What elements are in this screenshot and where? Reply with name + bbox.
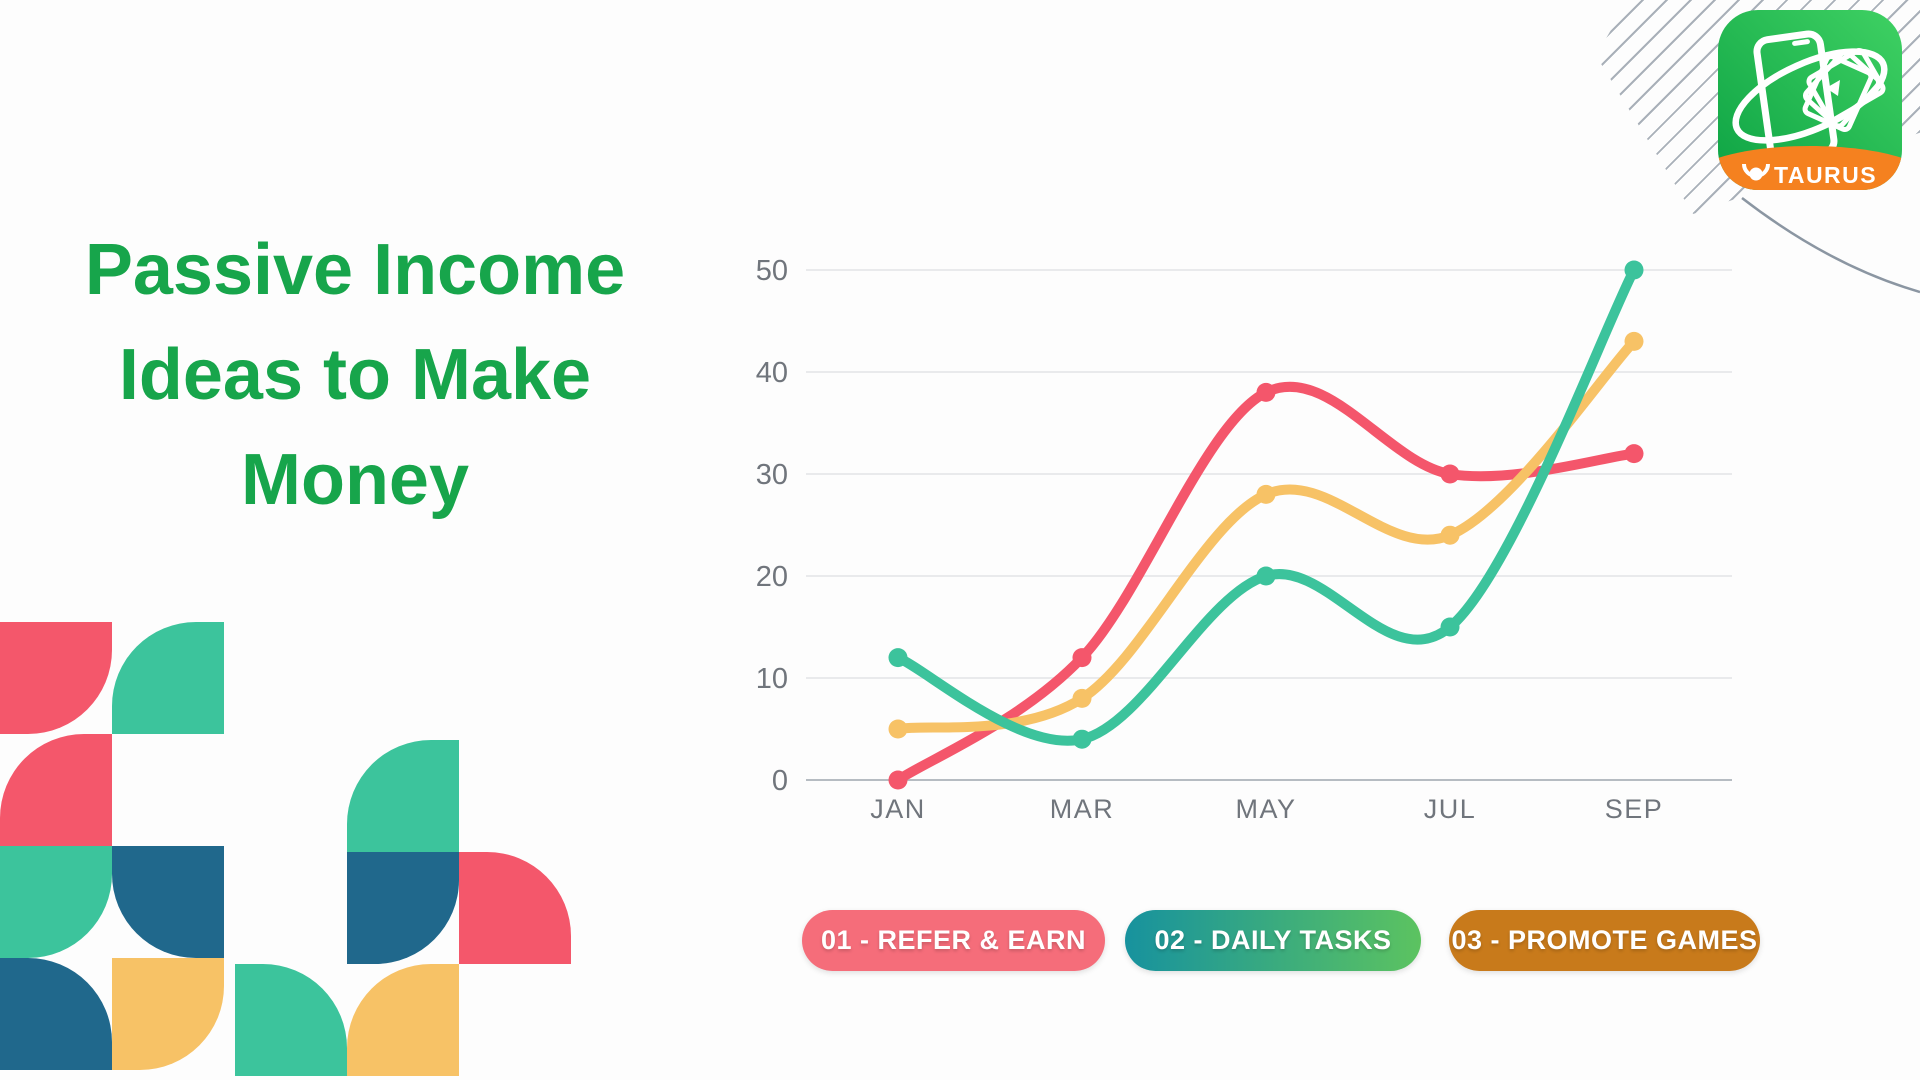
taurus-app-logo[interactable]: TAURUS [1718, 10, 1902, 190]
legend-pill-daily-tasks[interactable]: 02 - DAILY TASKS [1125, 910, 1421, 971]
y-axis-tick-label: 50 [756, 255, 788, 287]
chart-data-point [1256, 484, 1276, 504]
chart-data-point [888, 648, 908, 668]
chart-data-point [888, 719, 908, 739]
title-line-3: Money [240, 440, 470, 520]
bull-icon [1742, 163, 1770, 181]
x-axis-tick-label: JUL [1424, 794, 1477, 824]
logo-orange-band [1718, 146, 1902, 190]
chart-data-point [1440, 525, 1460, 545]
y-axis-tick-label: 0 [772, 765, 788, 797]
y-axis-tick-label: 10 [756, 663, 788, 695]
chart-data-point [1624, 331, 1644, 351]
chart-data-point [1256, 382, 1276, 402]
orbit-swoosh-icon [1732, 48, 1888, 144]
title-line-1: Passive Income [84, 230, 626, 310]
chart-data-point [1072, 729, 1092, 749]
chart-data-point [1072, 688, 1092, 708]
chart-line-02-daily-tasks [893, 265, 1639, 746]
chart-data-point [888, 770, 908, 790]
logo-badge-text: TAURUS [1774, 162, 1877, 188]
legend-pill-label: 01 - REFER & EARN [820, 925, 1087, 955]
title-line-2: Ideas to Make [118, 335, 592, 415]
chart-data-point [1624, 260, 1644, 280]
legend-pill-label: 02 - DAILY TASKS [1154, 925, 1392, 955]
legend-pill-promote-games[interactable]: 03 - PROMOTE GAMES [1449, 910, 1760, 971]
legend-pill-label: 03 - PROMOTE GAMES [1451, 925, 1758, 955]
chart-data-point [1440, 617, 1460, 637]
y-axis-tick-label: 40 [756, 357, 788, 389]
chart-data-point [1256, 566, 1276, 586]
chart-line-01-refer-earn [893, 381, 1639, 785]
legend-pill-refer-and-earn[interactable]: 01 - REFER & EARN [802, 910, 1105, 971]
x-axis-tick-label: JAN [870, 794, 926, 824]
page-title: Passive Income Ideas to Make Money [55, 218, 655, 533]
x-axis-tick-label: MAR [1050, 794, 1115, 824]
y-axis-tick-label: 20 [756, 561, 788, 593]
chart-data-point [1072, 648, 1092, 668]
chart-data-point [1624, 444, 1644, 464]
chart-data-point [1440, 464, 1460, 484]
x-axis-tick-label: SEP [1605, 794, 1664, 824]
y-axis-tick-label: 30 [756, 459, 788, 491]
x-axis-tick-label: MAY [1235, 794, 1296, 824]
